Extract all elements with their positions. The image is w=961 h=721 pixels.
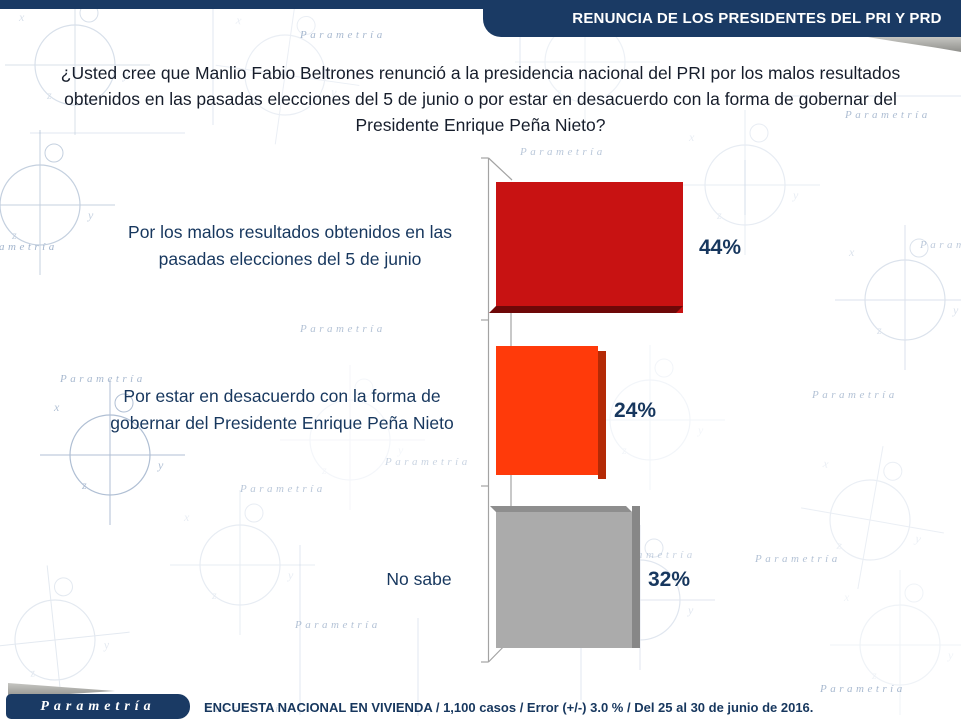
watermark-brand-text: Parametría	[754, 553, 841, 565]
parametria-logo: Parametría	[6, 694, 190, 719]
doodle-sketch	[788, 433, 958, 603]
value-label: 32%	[648, 568, 691, 591]
watermark-brand-text: Parametría	[0, 241, 58, 253]
watermark-brand-text: Parametría	[294, 619, 381, 631]
watermark-brand-text: Parametría	[299, 29, 386, 41]
survey-question: ¿Usted cree que Manlio Fabio Beltrones r…	[60, 63, 901, 135]
doodle-sketch	[169, 489, 316, 636]
category-label-malos-resultados: Por los malos resultados obtenidos en la…	[128, 222, 452, 269]
header-banner: RENUNCIA DE LOS PRESIDENTES DEL PRI Y PR…	[483, 0, 961, 37]
watermark-brand-text: Parametría	[384, 456, 471, 468]
watermark-brand-text: Parametría	[819, 683, 906, 695]
doodle-sketch	[0, 129, 116, 276]
header-strip	[0, 0, 961, 9]
watermark-brand-text: Parametría	[239, 483, 326, 495]
value-label: 44%	[699, 235, 742, 259]
doodle-sketch	[829, 569, 961, 716]
corner-fold-top-right	[868, 37, 961, 52]
watermark-brand-text: Parametría	[299, 323, 386, 335]
survey-source-text: ENCUESTA NACIONAL EN VIVIENDA / 1,100 ca…	[204, 700, 814, 715]
doodle-sketch	[834, 224, 961, 371]
watermark-brand-text: Parametría	[811, 389, 898, 401]
value-label: 24%	[614, 398, 657, 422]
bar-3d-shadow	[489, 306, 683, 313]
bar-no-sabe	[490, 506, 640, 648]
watermark-brand-text: Parametría	[919, 239, 961, 251]
bar-desacuerdo	[496, 346, 606, 479]
bar-3d-top	[490, 506, 632, 512]
bar-3d-side	[632, 506, 640, 648]
parametria-logo-text: Parametría	[40, 698, 156, 714]
category-label-no-sabe: No sabe	[386, 569, 452, 589]
bar-malos-resultados	[489, 182, 683, 313]
chart-row: 32%	[490, 506, 690, 648]
watermark-brand-text: Parametría	[519, 146, 606, 158]
bar-3d-side	[598, 351, 606, 479]
category-label-desacuerdo: Por estar en desacuerdo con la forma de …	[110, 386, 454, 433]
chart-row: 44%	[489, 182, 741, 313]
chart-row: 24%	[496, 346, 656, 479]
page-title: RENUNCIA DE LOS PRESIDENTES DEL PRI Y PR…	[572, 10, 942, 27]
